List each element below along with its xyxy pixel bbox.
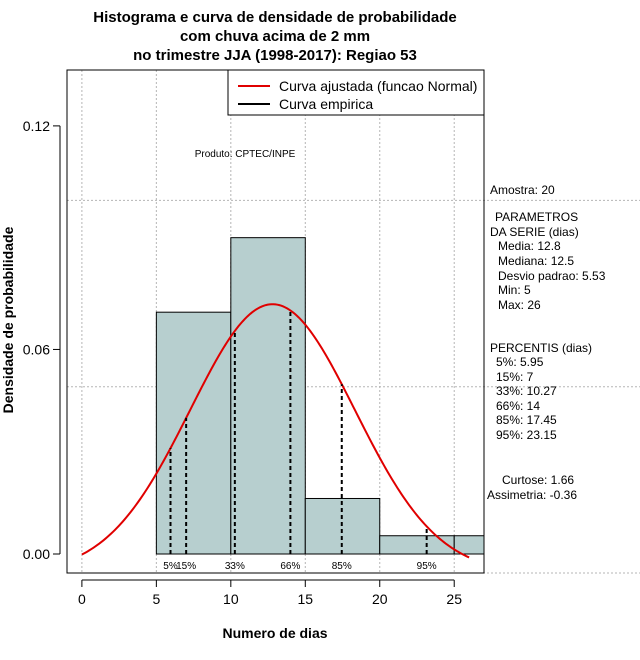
x-tick-label-0: 0 bbox=[78, 591, 86, 607]
x-tick-label-2: 10 bbox=[223, 591, 239, 607]
stats-p95: 95%: 23.15 bbox=[496, 428, 557, 442]
stats-p85: 85%: 17.45 bbox=[496, 413, 557, 427]
x-axis: 0 5 10 15 20 25 bbox=[78, 579, 462, 607]
x-axis-label: Numero de dias bbox=[222, 625, 327, 641]
normal-curve bbox=[81, 303, 470, 559]
y-tick-label-1: 0.06 bbox=[23, 341, 50, 357]
y-tick-label-0: 0.00 bbox=[23, 546, 50, 562]
histogram-bar-0 bbox=[155, 311, 232, 555]
percentile-label-1: 15% bbox=[176, 561, 196, 572]
x-tick-label-1: 5 bbox=[152, 591, 160, 607]
x-tick-label-5: 25 bbox=[446, 591, 462, 607]
normal-curve-path bbox=[81, 303, 470, 559]
stats-parametros-subtitle: DA SERIE (dias) bbox=[490, 225, 579, 239]
legend-label-empirical: Curva empirica bbox=[279, 96, 373, 112]
stats-media: Media: 12.8 bbox=[498, 239, 561, 253]
percentile-label-2: 33% bbox=[225, 561, 245, 572]
stats-desvio: Desvio padrao: 5.53 bbox=[498, 269, 606, 283]
stats-panel: Amostra: 20 PARAMETROS DA SERIE (dias) M… bbox=[487, 183, 606, 502]
percentile-label-4: 85% bbox=[332, 561, 352, 572]
percentile-lines: 5%15% 33% 66% 85% 95% bbox=[163, 310, 437, 572]
stats-amostra: Amostra: 20 bbox=[490, 183, 555, 197]
histogram-bar-1 bbox=[230, 237, 306, 555]
x-tick-label-3: 15 bbox=[297, 591, 313, 607]
stats-assimetria: Assimetria: -0.36 bbox=[487, 488, 577, 502]
produto-annotation: Produto: CPTEC/INPE bbox=[195, 149, 296, 160]
y-axis: 0.00 0.06 0.12 bbox=[23, 118, 61, 562]
percentile-label-0: 5% bbox=[163, 561, 178, 572]
legend: Curva ajustada (funcao Normal) Curva emp… bbox=[227, 69, 485, 116]
x-tick-label-4: 20 bbox=[372, 591, 388, 607]
stats-mediana: Mediana: 12.5 bbox=[498, 254, 574, 268]
grid bbox=[67, 70, 640, 574]
histogram-bar-3 bbox=[379, 535, 455, 555]
chart-title-line-3: no trimestre JJA (1998-2017): Regiao 53 bbox=[133, 47, 417, 64]
stats-p33: 33%: 10.27 bbox=[496, 384, 557, 398]
stats-max: Max: 26 bbox=[498, 298, 541, 312]
stats-percentis-title: PERCENTIS (dias) bbox=[490, 341, 592, 355]
legend-label-normal: Curva ajustada (funcao Normal) bbox=[279, 78, 477, 94]
percentile-label-3: 66% bbox=[280, 561, 300, 572]
y-axis-label: Densidade de probabilidade bbox=[0, 226, 16, 413]
stats-curtose: Curtose: 1.66 bbox=[502, 473, 574, 487]
stats-p66: 66%: 14 bbox=[496, 399, 540, 413]
legend-box bbox=[227, 69, 485, 116]
stats-p5: 5%: 5.95 bbox=[496, 355, 544, 369]
chart-title-line-1: Histograma e curva de densidade de proba… bbox=[93, 9, 456, 26]
stats-p15: 15%: 7 bbox=[496, 370, 534, 384]
stats-min: Min: 5 bbox=[498, 283, 531, 297]
histogram-bars bbox=[155, 237, 485, 555]
percentile-label-5: 95% bbox=[417, 561, 437, 572]
stats-parametros-title: PARAMETROS bbox=[495, 210, 578, 224]
chart-title-line-2: com chuva acima de 2 mm bbox=[180, 28, 370, 45]
y-tick-label-2: 0.12 bbox=[23, 118, 50, 134]
